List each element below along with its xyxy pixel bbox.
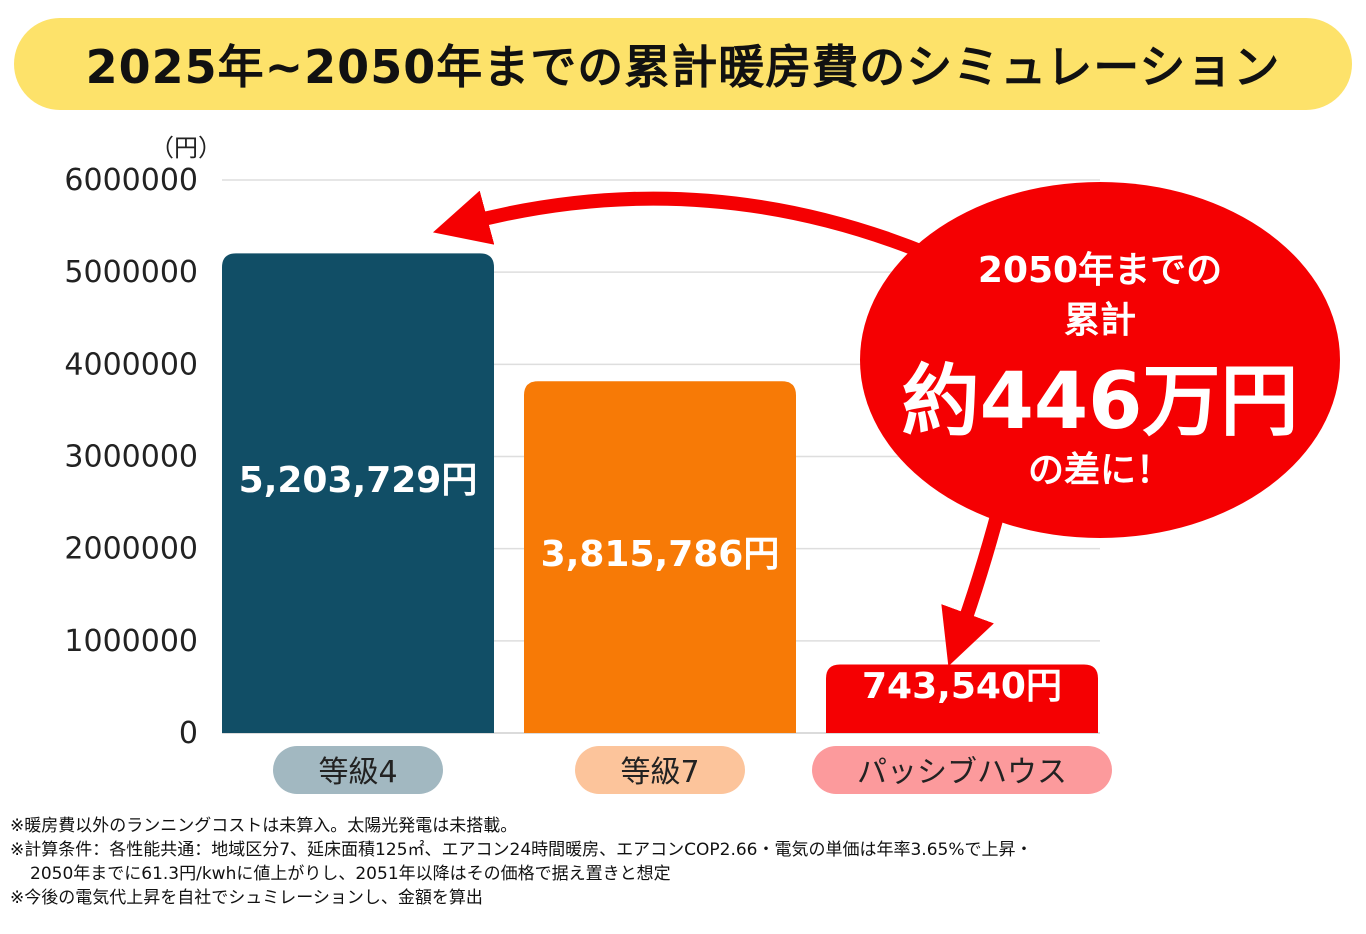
bar [222,253,494,733]
chart-title: 2025年~2050年までの累計暖房費のシミュレーション [85,40,1281,94]
arrow-to-passive-house [941,498,1007,667]
bars: 5,203,729円 3,815,786円 743,540円 [222,253,1098,733]
x-category-label: 等級4 [318,755,397,790]
y-tick-label: 4000000 [64,347,198,382]
bar [524,381,796,733]
footnotes: ※暖房費以外のランニングコストは未算入。太陽光発電は未搭載。 ※計算条件：各性能… [10,814,1356,910]
footnote-2: ※計算条件：各性能共通：地域区分7、延床面積125㎡、エアコン24時間暖房、エア… [10,840,1033,860]
footnote-1: ※暖房費以外のランニングコストは未算入。太陽光発電は未搭載。 [10,816,518,836]
bar [826,664,1098,733]
category-pill [812,746,1112,794]
callout-arrows [432,190,1007,667]
y-tick-label: 0 [179,716,198,751]
x-category-label: 等級7 [620,755,699,790]
callout-line2: 累計 [1064,300,1136,341]
category-pill [575,746,745,794]
y-axis-unit-label: （円） [150,134,222,162]
bar-value-label: 5,203,729円 [239,460,478,501]
callout-line4: の差に！ [1028,450,1172,491]
category-labels: 等級4 等級7 パッシブハウス [273,746,1112,794]
bar-value-label: 743,540円 [862,666,1062,707]
bar-value-label: 3,815,786円 [541,534,780,575]
arrow-to-grade4 [432,190,937,262]
y-tick-label: 2000000 [64,532,198,567]
bar-chart: 0 1000000 2000000 3000000 4000000 5000000 6000… [64,163,1340,794]
y-tick-label: 3000000 [64,440,198,475]
callout-ellipse [860,182,1340,538]
y-tick-label: 6000000 [64,163,198,198]
x-category-label: パッシブハウス [857,755,1067,790]
y-tick-label: 1000000 [64,624,198,659]
callout-amount: 約446万円 [902,357,1299,447]
category-pill [273,746,443,794]
callout-line1: 2050年までの [978,250,1222,291]
footnote-3: ※今後の電気代上昇を自社でシュミレーションし、金額を算出 [10,888,483,908]
title-banner: 2025年~2050年までの累計暖房費のシミュレーション [14,18,1352,110]
difference-callout: 2050年までの 累計 約446万円 の差に！ [860,182,1340,538]
footnote-2-continued: 2050年までに61.3円/kwhに値上がりし、2051年以降はその価格で据え置… [30,864,671,884]
y-axis-ticks: 0 1000000 2000000 3000000 4000000 5000000 6000… [64,163,198,751]
y-tick-label: 5000000 [64,255,198,290]
